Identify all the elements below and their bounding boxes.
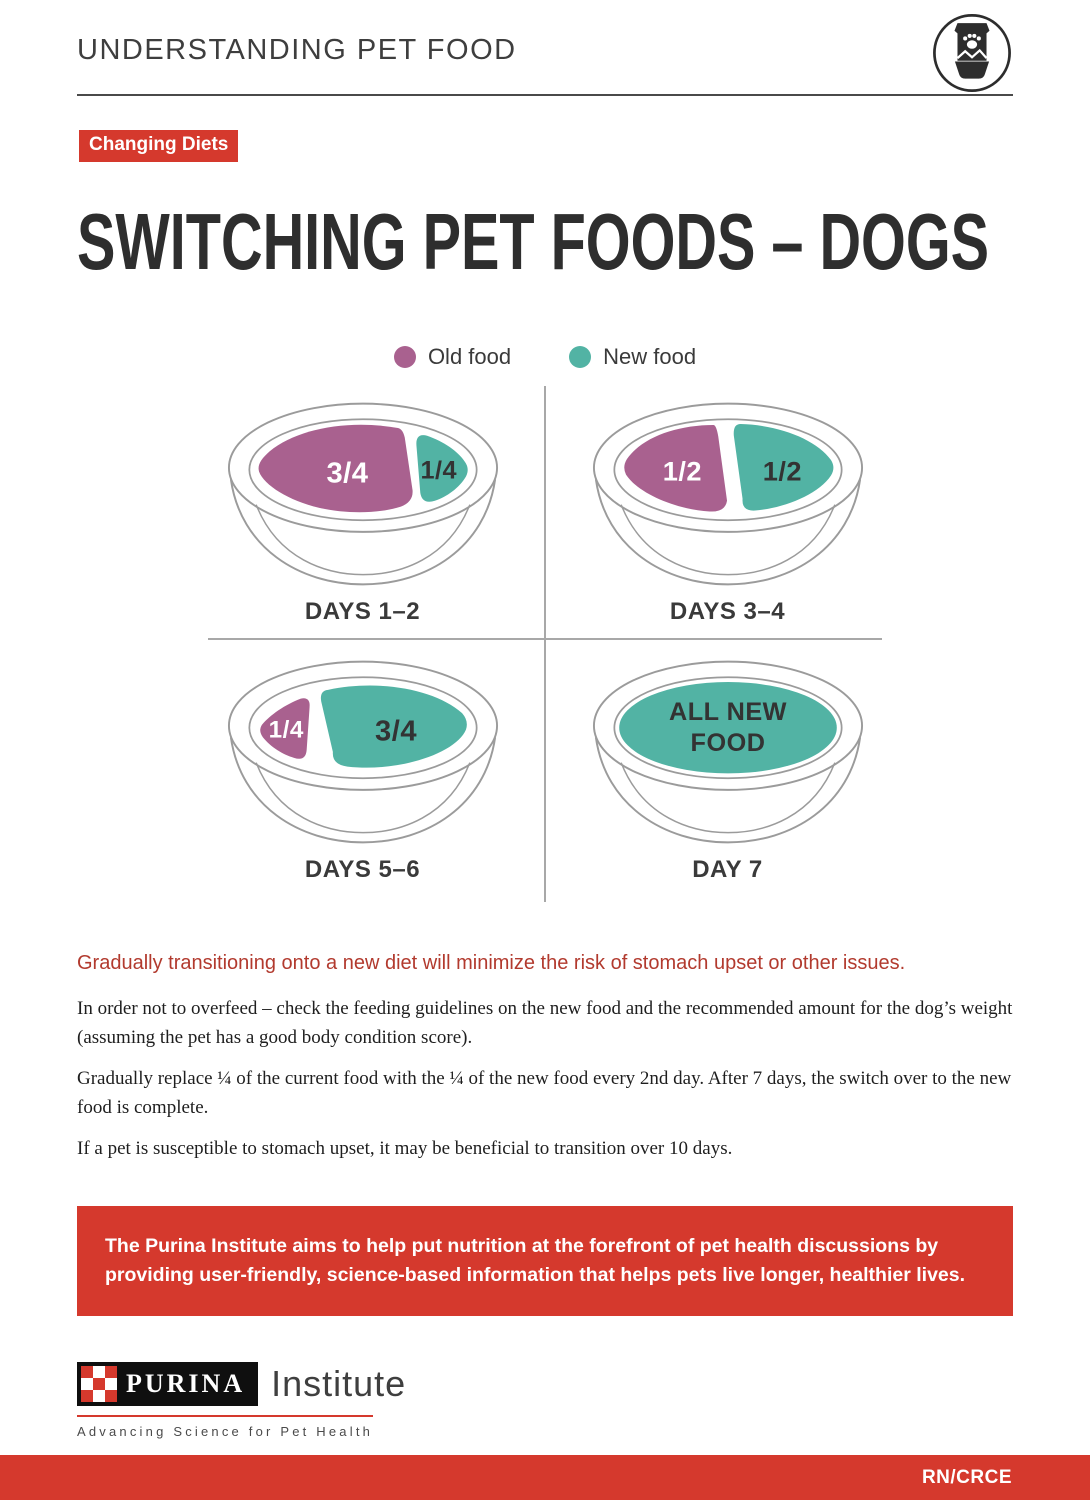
paragraph-1: In order not to overfeed – check the fee…	[77, 998, 1013, 1048]
page-header-title: UNDERSTANDING PET FOOD	[77, 34, 517, 66]
header-divider	[77, 94, 1013, 96]
changing-diets-badge: Changing Diets	[79, 130, 239, 162]
portion-new-food	[618, 682, 837, 774]
legend: Old food New food	[0, 344, 1090, 370]
paw-icon	[966, 40, 978, 49]
bowl-panel-days-3-4: 1/2 1/2 DAYS 3–4	[545, 386, 910, 644]
highlight-text: Gradually transitioning onto a new diet …	[77, 952, 906, 974]
purina-brand-text: PURINA	[126, 1369, 246, 1398]
bowl-illustration-days-5-6: 1/4 3/4	[227, 660, 498, 844]
old-food-swatch	[393, 346, 416, 368]
footer-bar: RN/CRCE	[0, 1455, 1090, 1500]
bowl-panel-days-1-2: 3/4 1/4 DAYS 1–2	[180, 386, 545, 644]
portion-fraction-label: FOOD	[690, 729, 765, 757]
grid-divider-vertical	[544, 386, 546, 902]
portion-new-food	[733, 424, 833, 511]
portion-fraction-label: 1/2	[762, 455, 801, 486]
legend-label-old-food: Old food	[427, 344, 512, 369]
portion-fraction-label: 3/4	[326, 457, 368, 489]
purina-checkerboard-icon	[81, 1366, 117, 1402]
body-copy: In order not to overfeed – check the fee…	[77, 995, 1013, 1164]
purina-institute-logo: PURINA Institute Advancing Science for P…	[77, 1362, 1013, 1439]
mission-banner: The Purina Institute aims to help put nu…	[77, 1205, 1013, 1316]
paragraph-2: Gradually replace ¼ of the current food …	[77, 1068, 1012, 1118]
new-food-swatch	[569, 346, 592, 368]
portion-old-food	[623, 425, 727, 512]
legend-item-new-food: New food	[569, 344, 696, 370]
portion-fraction-label: 1/2	[662, 455, 701, 486]
bowl-label: DAYS 3–4	[669, 598, 786, 625]
portion-new-food	[415, 435, 468, 502]
logo-tagline: Advancing Science for Pet Health	[77, 1424, 374, 1439]
bowl-shape	[954, 61, 990, 79]
bowl-label: DAY 7	[692, 856, 763, 883]
bowl-illustration-days-3-4: 1/2 1/2	[592, 402, 863, 586]
logo-row: PURINA Institute	[77, 1362, 1013, 1406]
bowl-label: DAYS 1–2	[304, 598, 421, 625]
portion-old-food	[258, 424, 413, 513]
bowl-diagram: 3/4 1/4 DAYS 1–2 1/2 1/2 DAYS 3–4 1/4 3/4 D…	[180, 386, 910, 902]
portion-fraction-label: 3/4	[375, 715, 417, 747]
page-title: SWITCHING PET FOODS – DOGS	[77, 197, 990, 286]
bowl-panel-days-5-6: 1/4 3/4 DAYS 5–6	[180, 644, 545, 902]
legend-item-old-food: Old food	[393, 344, 512, 370]
portion-new-food	[320, 685, 467, 768]
grid-divider-horizontal	[208, 638, 882, 640]
purina-wordmark: PURINA	[77, 1362, 259, 1406]
paragraph-3: If a pet is susceptible to stomach upset…	[77, 1138, 733, 1159]
footer-code: RN/CRCE	[921, 1466, 1012, 1488]
bowl-illustration-day-7: ALL NEW FOOD	[592, 660, 863, 844]
title-wrap: SWITCHING PET FOODS – DOGS	[77, 202, 1090, 294]
logo-divider	[77, 1415, 373, 1417]
badge-label: Changing Diets	[89, 134, 229, 155]
bowl-label: DAYS 5–6	[304, 856, 421, 883]
portion-old-food	[259, 698, 310, 759]
portion-fraction-label: 1/4	[420, 456, 457, 484]
institute-text: Institute	[271, 1363, 407, 1404]
legend-label-new-food: New food	[603, 344, 697, 369]
portion-fraction-label: ALL NEW	[669, 698, 787, 726]
bowl-illustration-days-1-2: 3/4 1/4	[227, 402, 498, 586]
pet-food-bag-and-bowl-icon	[933, 14, 1011, 92]
header: UNDERSTANDING PET FOOD	[0, 0, 1090, 94]
portion-fraction-label: 1/4	[268, 716, 303, 743]
bowl-panel-day-7: ALL NEW FOOD DAY 7	[545, 644, 910, 902]
banner-text: The Purina Institute aims to help put nu…	[105, 1234, 966, 1286]
